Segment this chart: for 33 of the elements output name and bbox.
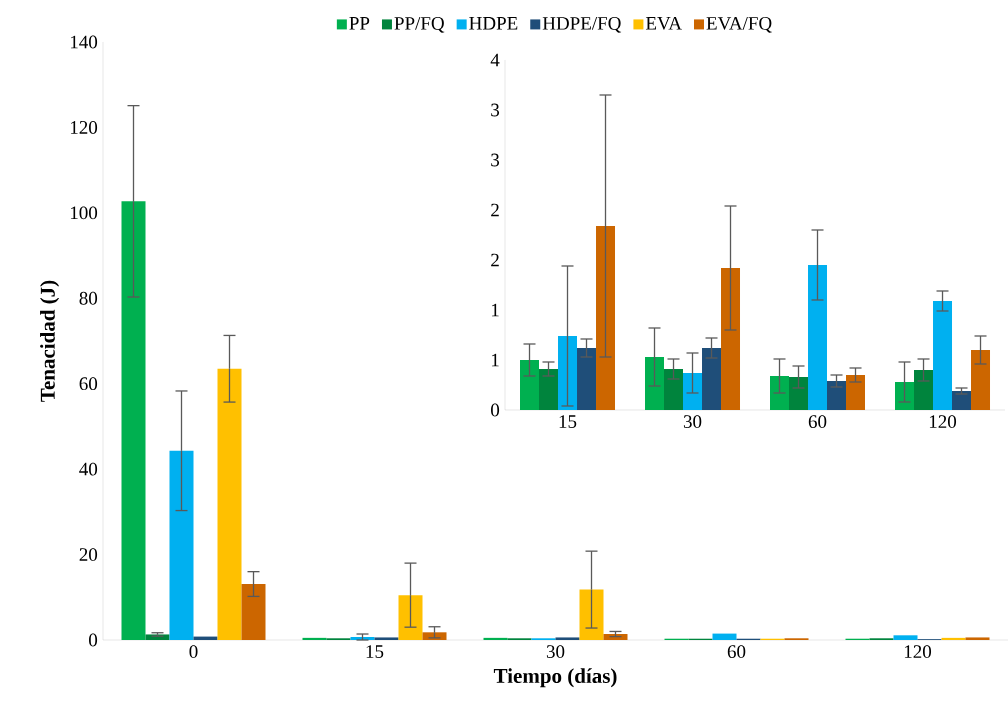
y-axis-title: Tenacidad (J) — [40, 280, 60, 402]
x-tick-label: 120 — [929, 415, 957, 429]
x-tick-label: 15 — [559, 415, 577, 428]
y-tick-label: 20 — [79, 548, 98, 561]
x-tick-label: 120 — [904, 645, 932, 659]
y-tick-label: 0 — [491, 403, 500, 417]
legend-label: PP — [349, 17, 370, 30]
y-tick-label: 3 — [491, 103, 500, 117]
legend-label: HDPE — [469, 17, 518, 30]
x-tick-label: 0 — [189, 645, 198, 659]
x-tick-label: 30 — [683, 415, 702, 429]
y-tick-label: 140 — [70, 35, 98, 49]
y-tick-label: 100 — [70, 206, 98, 220]
legend-label: EVA — [645, 17, 682, 30]
y-tick-label: 40 — [79, 462, 98, 476]
y-tick-label: 120 — [70, 121, 98, 134]
y-tick-label: 4 — [490, 53, 500, 67]
y-tick-label: 2 — [491, 203, 499, 217]
x-tick-label: 15 — [366, 645, 384, 658]
legend-label: PP/FQ — [394, 17, 445, 33]
y-tick-label: 1 — [491, 353, 499, 367]
x-tick-label: 30 — [546, 645, 565, 659]
y-tick-label: 1 — [491, 303, 499, 317]
legend-label: EVA/FQ — [706, 17, 772, 33]
y-tick-label: 2 — [491, 253, 499, 267]
y-tick-label: 60 — [79, 377, 98, 391]
x-tick-label: 60 — [727, 645, 746, 659]
x-axis-title: Tiempo (días) — [493, 668, 617, 688]
y-tick-label: 3 — [491, 153, 500, 167]
legend-label: HDPE/FQ — [542, 17, 622, 33]
y-tick-label: 80 — [79, 291, 98, 305]
y-tick-label: 0 — [89, 633, 98, 647]
x-tick-label: 60 — [808, 415, 827, 429]
